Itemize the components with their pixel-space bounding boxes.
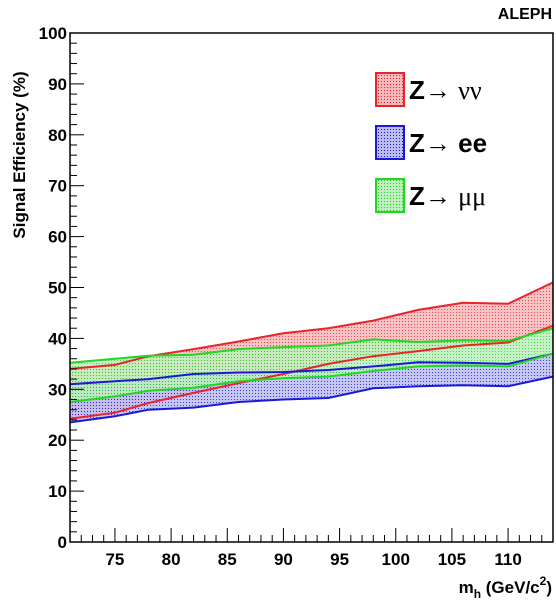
- band-upper-line-3: [69, 327, 554, 364]
- x-tick-label: 80: [162, 550, 181, 569]
- y-tick-label: 80: [48, 126, 67, 145]
- y-tick-label: 90: [48, 75, 67, 94]
- x-tick-label: 95: [330, 550, 349, 569]
- x-axis-title-main: m: [459, 578, 474, 597]
- legend: Z→ ννZ→ eeZ→ μμ: [375, 72, 487, 213]
- legend-swatch-1: [375, 72, 405, 107]
- y-tick-label: 50: [48, 279, 67, 298]
- x-axis-title-close: ): [546, 578, 552, 597]
- legend-swatch-2: [375, 125, 405, 160]
- x-axis-title: mh (GeV/c2): [459, 574, 552, 601]
- band-upper-line-1: [69, 281, 554, 370]
- legend-particles: ee: [458, 128, 487, 158]
- legend-particles: μμ: [458, 182, 486, 211]
- legend-prefix: Z: [409, 75, 425, 105]
- band-lower-line-2: [69, 375, 554, 424]
- plot-frame: [69, 32, 554, 543]
- x-axis-title-units: (GeV/c: [481, 578, 540, 597]
- band-fill-2: [70, 353, 553, 423]
- x-axis-title-subscript: h: [474, 587, 481, 601]
- x-tick-label: 110: [494, 550, 521, 569]
- y-tick-label: 0: [58, 533, 67, 552]
- band-fill-3: [70, 328, 553, 402]
- band-lower-line-1: [69, 324, 554, 420]
- y-tick-label: 100: [39, 24, 67, 43]
- x-axis-title-superscript: 2: [540, 574, 547, 588]
- band-lower-line-3: [69, 352, 554, 403]
- y-tick-label: 60: [48, 228, 67, 247]
- legend-label-3: Z→ μμ: [409, 181, 486, 211]
- band-upper-line-2: [69, 352, 554, 386]
- y-tick-label: 20: [48, 431, 67, 450]
- x-tick-label: 100: [382, 550, 410, 569]
- experiment-label: ALEPH: [498, 6, 552, 23]
- legend-label-2: Z→ ee: [409, 128, 487, 158]
- legend-arrow: →: [425, 181, 458, 211]
- legend-prefix: Z: [409, 128, 425, 158]
- x-tick-label: 75: [105, 550, 124, 569]
- y-axis-title: Signal Efficiency (%): [10, 71, 29, 238]
- legend-arrow: →: [425, 128, 458, 158]
- y-tick-label: 70: [48, 177, 67, 196]
- legend-label-1: Z→ νν: [409, 75, 482, 105]
- legend-particles: νν: [458, 76, 482, 105]
- y-tick-label: 30: [48, 380, 67, 399]
- y-tick-label: 40: [48, 329, 67, 348]
- efficiency-bands: [69, 281, 554, 424]
- x-tick-label: 85: [218, 550, 237, 569]
- axis-tick-labels: 0 10 20 30 40 50 60 70 80 90 100 75 80 85 90 95 100 105 11…: [39, 24, 522, 569]
- axis-ticks: [69, 32, 554, 543]
- legend-arrow: →: [425, 75, 458, 105]
- y-tick-label: 10: [48, 482, 67, 501]
- x-tick-label: 105: [438, 550, 466, 569]
- legend-prefix: Z: [409, 181, 425, 211]
- plot-area-border: [69, 32, 554, 543]
- x-tick-label: 90: [274, 550, 293, 569]
- legend-swatch-3: [375, 178, 405, 213]
